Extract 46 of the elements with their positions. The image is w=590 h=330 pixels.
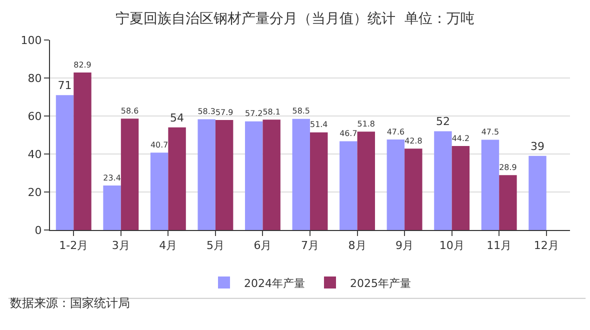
y-tick-label: 100 [20,34,42,47]
legend-label: 2025年产量 [350,276,411,290]
bar [120,118,139,230]
bar [404,148,422,230]
data-label: 54 [170,111,184,124]
bar [452,146,470,230]
chart-title: 宁夏回族自治区钢材产量分月（当月值）统计 单位：万吨 [116,11,474,27]
bar [56,95,74,230]
bar [168,127,186,230]
y-tick-label: 60 [28,110,42,123]
bar [386,140,405,230]
bar [340,141,358,230]
bar [150,152,168,230]
x-tick-label: 1-2月 [59,239,88,252]
x-tick-label: 12月 [534,239,559,252]
bar [292,118,310,230]
bar [198,119,216,230]
x-tick-label: 6月 [254,239,272,252]
x-tick-label: 5月 [206,239,224,252]
bar [310,132,328,230]
bar [499,175,517,230]
x-tick-label: 3月 [112,239,130,252]
x-tick-label: 10月 [439,239,464,252]
source-note: 数据来源：国家统计局 [10,296,130,310]
bar [434,131,452,230]
y-tick-label: 20 [28,186,42,199]
x-tick-label: 8月 [348,239,366,252]
x-tick-label: 9月 [396,239,414,252]
bar [357,132,375,230]
data-label: 39 [530,140,544,153]
bar [215,120,234,230]
bar [262,120,280,230]
y-tick-label: 40 [28,148,42,161]
y-tick-label: 80 [28,72,42,85]
data-label: 52 [436,115,450,128]
legend-label: 2024年产量 [244,276,305,290]
x-tick-label: 11月 [486,239,512,252]
y-tick-label: 0 [34,224,42,237]
bar [74,72,92,230]
data-label: 71 [58,79,72,92]
x-tick-label: 7月 [301,239,319,252]
x-tick-label: 4月 [159,239,178,252]
bar [481,140,500,230]
bar [103,186,121,230]
bar [528,156,546,230]
bar [245,121,263,230]
